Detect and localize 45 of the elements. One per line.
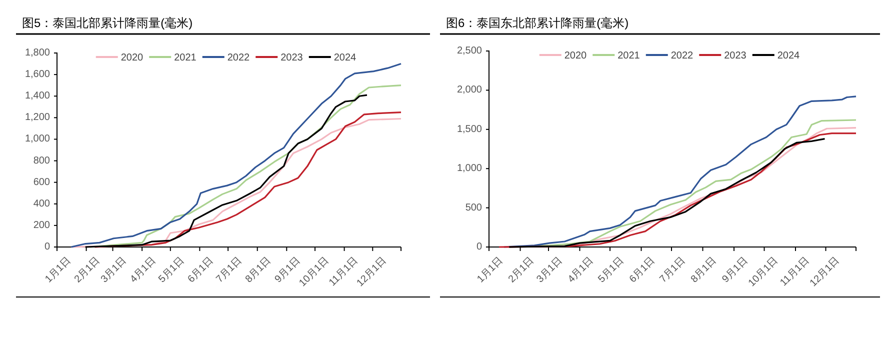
legend-label: 2022 xyxy=(227,52,250,64)
y-tick-label: 600 xyxy=(33,176,50,188)
y-tick-label: 1,000 xyxy=(456,163,482,174)
x-tick-label: 4月1日 xyxy=(566,255,596,286)
y-tick-label: 1,200 xyxy=(24,112,50,124)
x-tick-label: 5月1日 xyxy=(596,255,626,286)
y-tick-label: 800 xyxy=(33,155,50,166)
legend-label: 2021 xyxy=(618,50,640,62)
line-series xyxy=(89,84,402,248)
chart-title: 图5：泰国北部累计降雨量(毫米) xyxy=(22,16,193,30)
legend-label: 2021 xyxy=(174,52,197,64)
legend-label: 2024 xyxy=(777,50,800,62)
y-tick-label: 1,500 xyxy=(456,124,482,135)
legend-label: 2023 xyxy=(724,50,747,62)
legend-label: 2024 xyxy=(334,52,357,64)
y-tick-label: 1,800 xyxy=(24,48,50,58)
legend-label: 2022 xyxy=(670,50,694,62)
x-tick-label: 1月1日 xyxy=(43,255,74,286)
line-series xyxy=(503,96,857,248)
y-tick-label: 1,400 xyxy=(24,90,50,102)
legend-label: 2020 xyxy=(120,52,144,64)
chart-title: 图6：泰国东北部累计降雨量(毫米) xyxy=(446,16,629,30)
x-tick-label: 4月1日 xyxy=(128,255,158,286)
y-tick-label: 500 xyxy=(465,202,482,214)
x-tick-label: 3月1日 xyxy=(534,255,565,286)
x-tick-label: 8月1日 xyxy=(689,255,719,286)
x-tick-label: 8月1日 xyxy=(244,255,274,286)
x-tick-label: 6月1日 xyxy=(186,255,216,286)
y-tick-label: 1,000 xyxy=(24,134,50,145)
y-tick-label: 0 xyxy=(476,242,482,252)
y-tick-label: 2,500 xyxy=(456,46,482,56)
y-tick-label: 200 xyxy=(33,220,50,231)
legend-label: 2020 xyxy=(564,50,588,62)
x-tick-label: 7月1日 xyxy=(658,255,688,286)
x-tick-label: 6月1日 xyxy=(628,255,658,286)
y-tick-label: 1,600 xyxy=(24,69,50,80)
y-tick-label: 2,000 xyxy=(456,84,482,96)
line-series xyxy=(70,62,402,248)
x-tick-label: 7月1日 xyxy=(214,255,244,286)
x-tick-label: 2月1日 xyxy=(506,255,536,286)
y-tick-label: 0 xyxy=(44,242,50,252)
legend-label: 2023 xyxy=(280,52,304,64)
x-tick-label: 1月1日 xyxy=(475,255,506,286)
x-tick-label: 5月1日 xyxy=(156,255,186,286)
y-tick-label: 400 xyxy=(33,198,50,210)
